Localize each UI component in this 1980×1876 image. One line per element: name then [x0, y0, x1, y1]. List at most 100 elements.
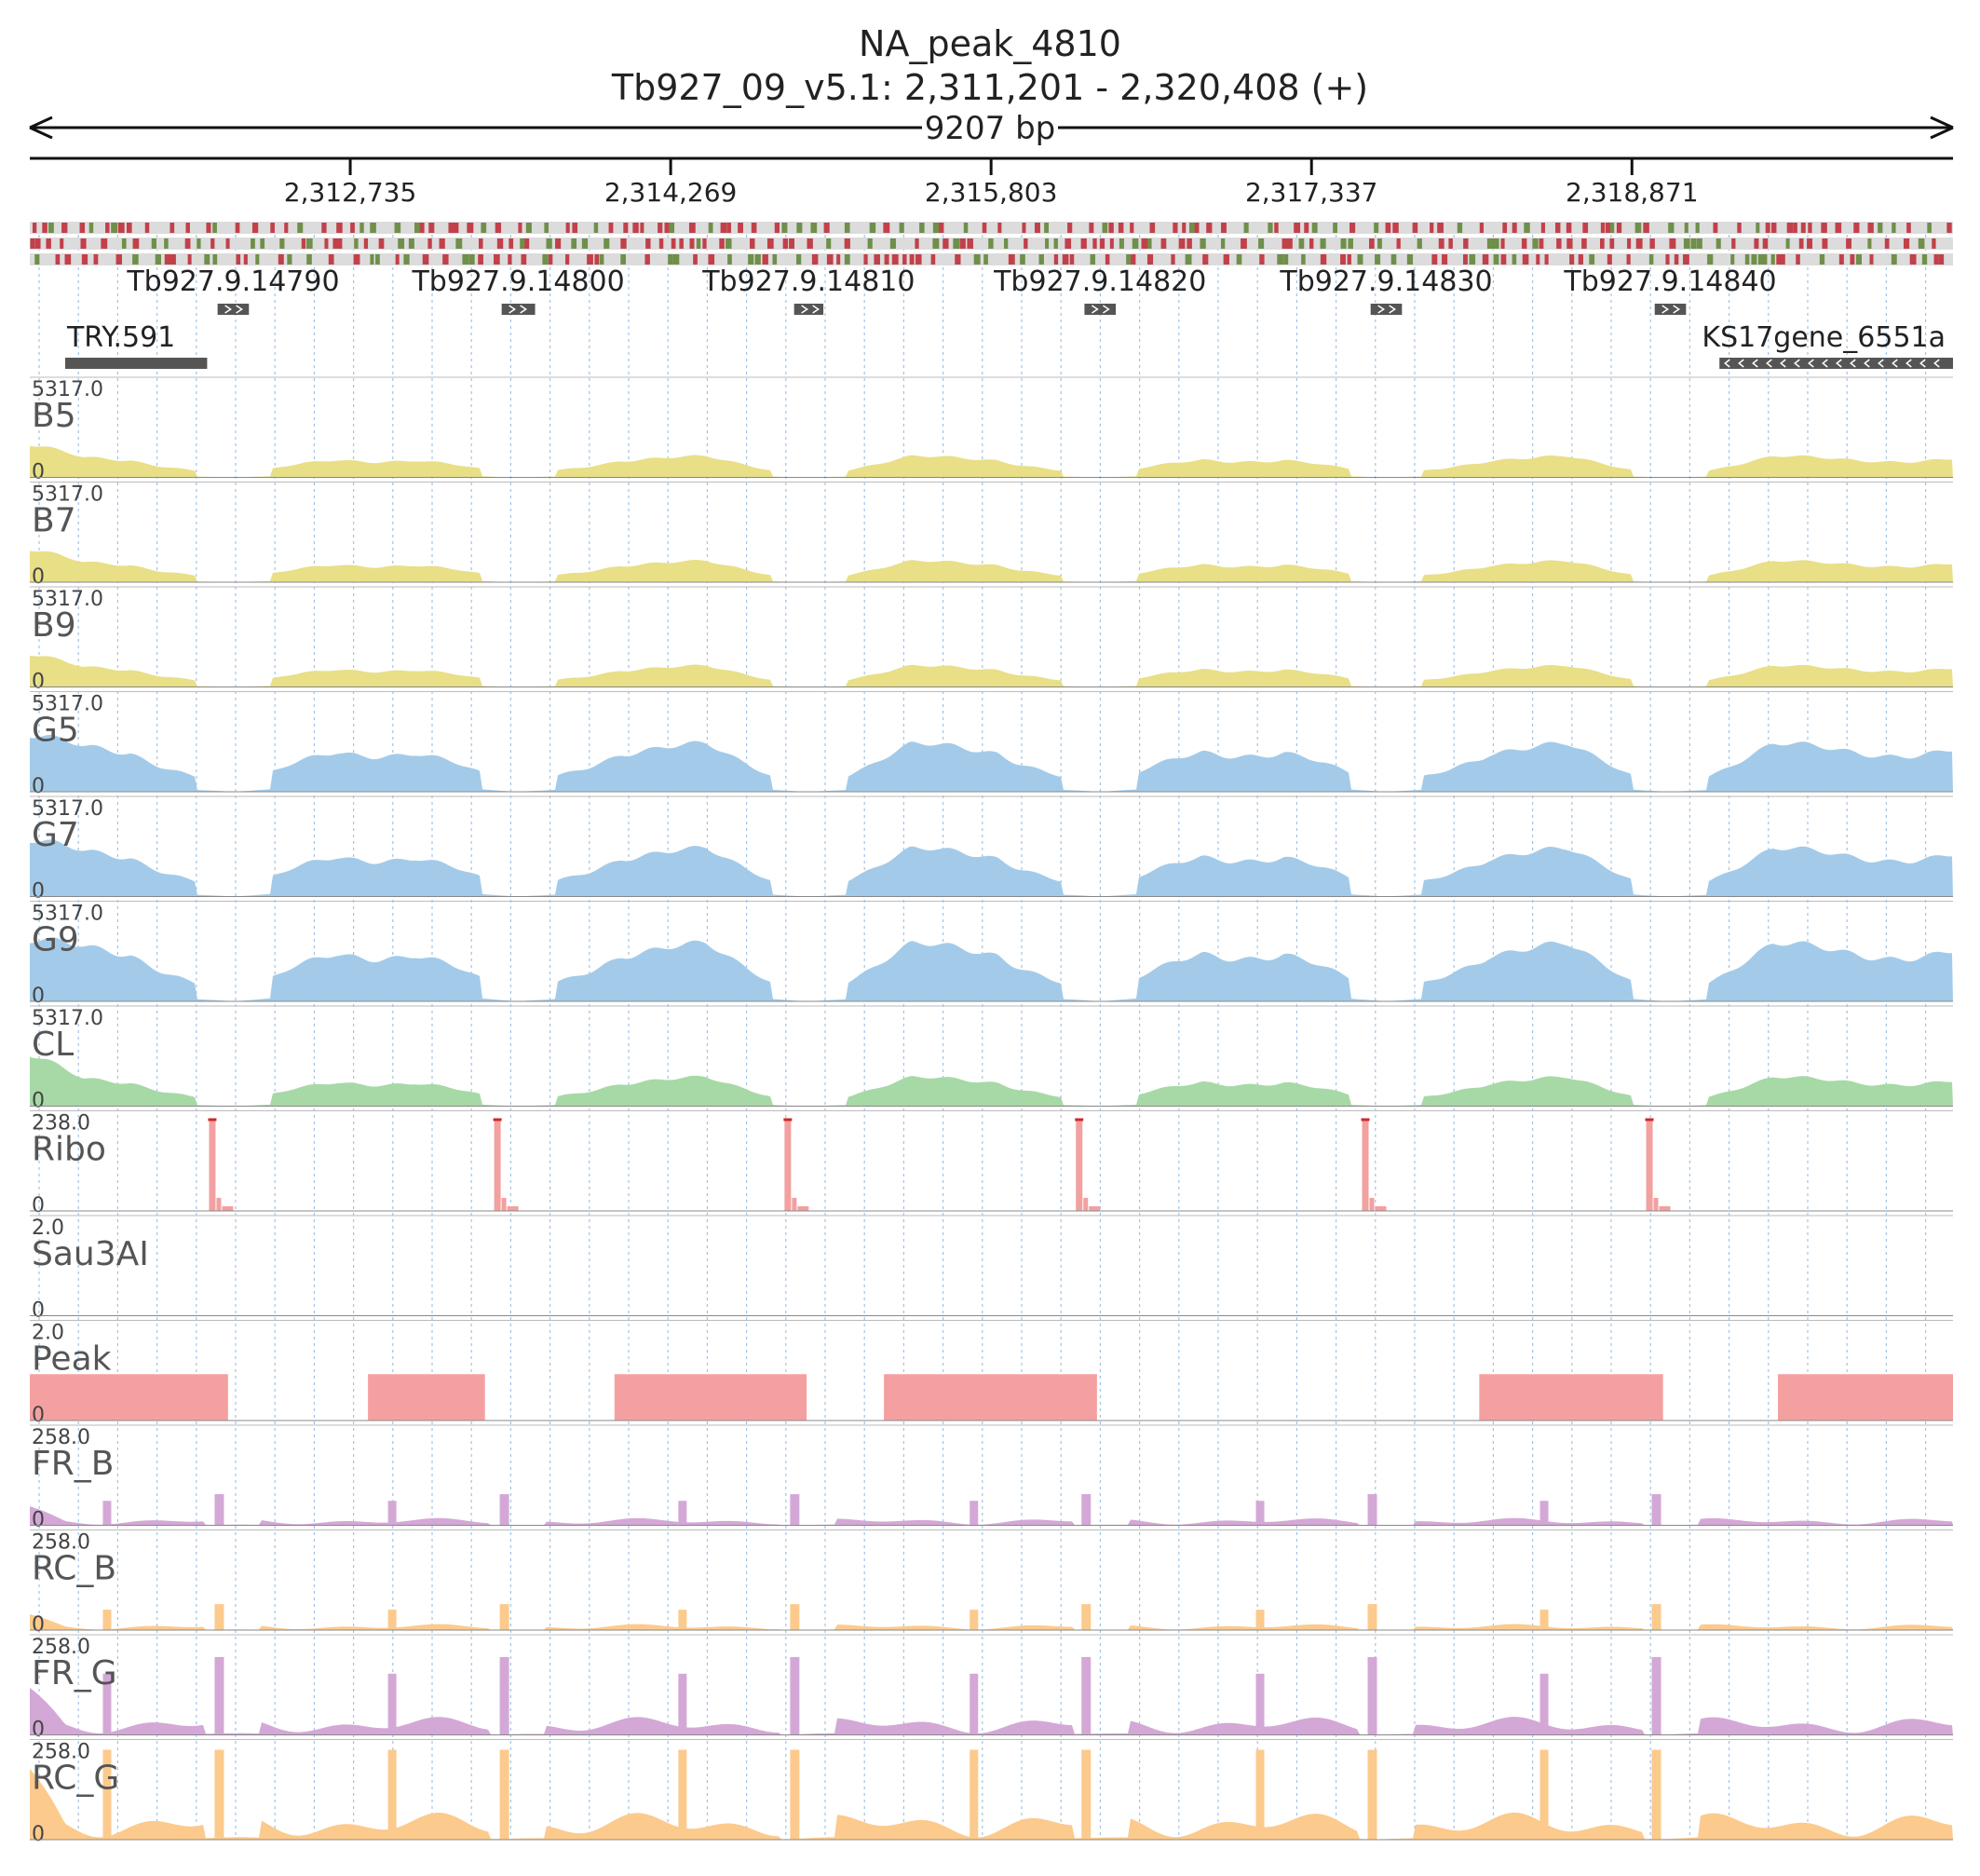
track-min-label: 0 — [32, 985, 45, 1008]
stop-codon-mark — [439, 238, 445, 249]
stop-codon-mark — [378, 238, 385, 249]
stop-codon-mark — [1850, 254, 1855, 265]
stop-codon-mark — [1616, 223, 1622, 233]
stop-codon-mark — [60, 238, 64, 249]
stop-codon-mark — [419, 223, 425, 233]
start-codon-mark — [1878, 223, 1883, 233]
start-codon-mark — [1132, 238, 1139, 249]
stop-codon-mark — [1540, 223, 1545, 233]
stop-codon-mark — [1241, 238, 1247, 249]
start-codon-mark — [772, 254, 778, 265]
stop-codon-mark — [1438, 238, 1444, 249]
ribo-peak — [1076, 1120, 1083, 1211]
peak-region — [884, 1374, 1097, 1421]
reading-frame-row — [30, 222, 1953, 234]
ribo-minor — [501, 1198, 507, 1211]
stop-codon-mark — [766, 238, 774, 249]
stop-codon-mark — [496, 238, 504, 249]
start-codon-mark — [251, 238, 255, 249]
stop-codon-mark — [1770, 223, 1777, 233]
start-codon-mark — [1258, 238, 1265, 249]
locus-label: Tb927_09_v5.1: 2,311,201 - 2,320,408 (+) — [611, 67, 1368, 108]
stop-codon-mark — [210, 238, 215, 249]
span-label-bg — [922, 110, 1058, 145]
stop-codon-mark — [915, 254, 922, 265]
start-codon-mark — [1683, 238, 1690, 249]
stop-codon-mark — [1786, 223, 1794, 233]
stop-codon-mark — [1566, 223, 1572, 233]
stop-codon-mark — [1578, 254, 1583, 265]
start-codon-mark — [375, 254, 380, 265]
track-fr-b: 258.0FR_B 0 — [30, 1424, 1953, 1532]
coverage-area — [30, 445, 1953, 478]
stop-codon-mark — [1781, 254, 1785, 265]
stop-codon-mark — [658, 238, 664, 249]
fragment-spike — [970, 1610, 979, 1630]
start-codon-mark — [1301, 254, 1306, 265]
track-rc-g: 258.0RC_G 0 — [30, 1739, 1953, 1846]
start-codon-mark — [1185, 254, 1192, 265]
stop-codon-mark — [1347, 254, 1351, 265]
stop-codon-mark — [1765, 223, 1770, 233]
gene-block — [217, 304, 250, 315]
fragment-spike — [790, 1494, 800, 1526]
feature-block — [64, 358, 208, 369]
stop-codon-mark — [1808, 223, 1812, 233]
ruler-ticks: 2,312,735 2,314,269 2,315,803 2,317,337 2,31… — [284, 158, 1699, 208]
grid-lines — [38, 222, 1927, 1840]
stop-codon-mark — [1556, 238, 1562, 249]
stop-codon-mark — [891, 254, 899, 265]
stop-codon-mark — [708, 254, 715, 265]
track-name: B5 — [32, 397, 76, 435]
ribo-minor — [1653, 1198, 1659, 1211]
start-codon-mark — [481, 223, 487, 233]
stop-codon-mark — [184, 238, 191, 249]
track-max-label: 258.0 — [32, 1531, 90, 1555]
stop-codon-mark — [1221, 223, 1227, 233]
start-codon-mark — [1348, 238, 1353, 249]
stop-codon-mark — [1482, 254, 1489, 265]
coverage-area — [30, 655, 1953, 687]
strand-arrow-icon — [1794, 359, 1800, 368]
strand-arrow-icon — [236, 305, 243, 314]
stop-codon-mark — [997, 223, 1002, 233]
stop-codon-mark — [236, 254, 241, 265]
ribo-minor — [1083, 1198, 1089, 1211]
stop-codon-mark — [1500, 254, 1507, 265]
right-arrow-icon — [1930, 116, 1954, 140]
stop-codon-mark — [826, 254, 834, 265]
stop-codon-mark — [1437, 223, 1444, 233]
stop-codon-mark — [1259, 254, 1265, 265]
stop-codon-mark — [1762, 238, 1769, 249]
start-codon-mark — [1243, 223, 1249, 233]
stop-codon-mark — [1206, 223, 1213, 233]
fragment-spike — [970, 1673, 979, 1735]
coverage-area — [30, 937, 1953, 1001]
left-arrow-icon — [29, 116, 53, 140]
strand-arrow-icon — [1892, 359, 1898, 368]
ribo-peak — [209, 1120, 216, 1211]
strand-arrow-icon — [1661, 305, 1670, 314]
start-codon-mark — [520, 238, 527, 249]
strand-arrow-icon — [1092, 305, 1099, 314]
ribo-minor — [1659, 1206, 1671, 1211]
stop-codon-mark — [1171, 254, 1175, 265]
stop-codon-mark — [1463, 238, 1469, 249]
start-codon-mark — [1357, 254, 1363, 265]
gene-block — [501, 304, 536, 315]
stop-codon-mark — [1187, 238, 1192, 249]
stop-codon-mark — [1008, 254, 1015, 265]
stop-codon-mark — [1605, 223, 1611, 233]
strand-arrow-icon — [1822, 359, 1828, 368]
start-codon-mark — [1690, 238, 1697, 249]
start-codon-mark — [1927, 223, 1932, 233]
stop-codon-mark — [332, 238, 340, 249]
fragment-spike — [214, 1749, 224, 1840]
strand-arrow-icon — [1850, 359, 1856, 368]
stop-codon-mark — [187, 254, 192, 265]
stop-codon-mark — [1067, 223, 1073, 233]
stop-codon-mark — [774, 223, 780, 233]
stop-codon-mark — [251, 223, 259, 233]
gene-label: Tb927.9.14810 — [701, 265, 915, 298]
